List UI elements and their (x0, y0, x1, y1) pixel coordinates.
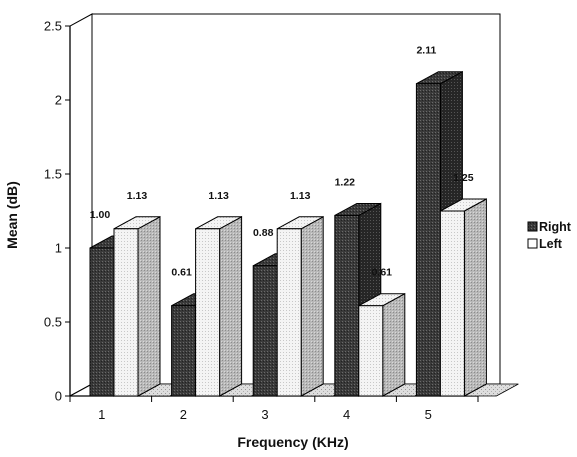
x-tick-label: 5 (425, 407, 432, 422)
data-label-left-1: 1.13 (127, 190, 148, 202)
x-axis-ticks: 1 2 3 4 5 (69, 396, 479, 422)
data-label-right-1: 1.00 (90, 209, 111, 221)
legend: Right Left (527, 220, 572, 251)
bar-left-5 (439, 210, 465, 397)
data-labels: 1.00 1.13 0.61 1.13 0.88 1.13 1.22 0.61 2.11 1.25 (90, 45, 474, 279)
y-tick-label: 1.5 (44, 167, 62, 182)
y-tick-label: 2 (55, 93, 62, 108)
bar-right-1 (89, 247, 115, 397)
x-tick-label: 2 (180, 407, 187, 422)
x-tick-label: 3 (261, 407, 268, 422)
bar-right-5 (415, 83, 441, 397)
legend-label-right: Right (539, 220, 572, 234)
bar-left-2 (195, 228, 221, 397)
data-label-left-3: 1.13 (290, 190, 311, 202)
y-tick-label: 2.5 (44, 19, 62, 34)
legend-swatch-left (527, 238, 538, 249)
bar-left-4-side (382, 292, 406, 397)
bar-left-5-side (463, 198, 487, 397)
legend-label-left: Left (539, 237, 563, 251)
data-label-right-3: 0.88 (253, 227, 274, 239)
y-axis-title: Mean (dB) (4, 181, 20, 249)
x-axis-title: Frequency (KHz) (237, 434, 348, 450)
data-label-right-2: 0.61 (171, 267, 192, 279)
x-tick-label: 4 (343, 407, 350, 422)
bar-left-3 (276, 228, 302, 397)
bar-left-4 (358, 305, 384, 397)
y-axis-ticks: 0 0.5 1 1.5 2 2.5 (44, 19, 70, 404)
data-label-left-2: 1.13 (208, 190, 229, 202)
data-label-left-4: 0.61 (372, 267, 393, 279)
bar-left-3-side (300, 215, 324, 397)
x-tick-label: 1 (98, 407, 105, 422)
data-label-right-4: 1.22 (335, 176, 356, 188)
data-label-right-5: 2.11 (416, 45, 436, 57)
data-label-left-5: 1.25 (453, 172, 474, 184)
legend-swatch-right (527, 221, 538, 232)
bars (89, 70, 519, 397)
y-tick-label: 0.5 (44, 315, 62, 330)
bar-right-3 (252, 265, 278, 397)
bar-right-2 (171, 305, 197, 397)
bar-left-1 (113, 228, 139, 397)
bar-left-1-side (137, 215, 161, 397)
bar-left-2-side (219, 215, 243, 397)
side-wall (69, 13, 93, 397)
bar-right-4 (334, 214, 360, 397)
y-tick-label: 1 (55, 241, 62, 256)
y-tick-label: 0 (55, 389, 62, 404)
